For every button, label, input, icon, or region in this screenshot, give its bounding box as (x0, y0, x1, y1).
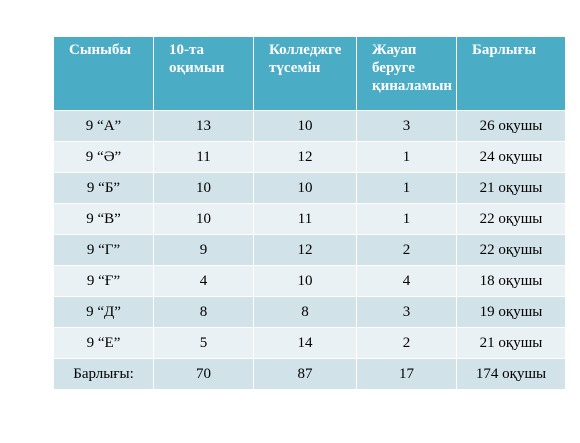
cell-class: 9 “Б” (53, 172, 154, 204)
table-row: 9 “А” 13 10 3 26 оқушы (53, 110, 566, 142)
table-row: 9 “Ғ” 4 10 4 18 оқушы (53, 265, 566, 297)
header-total: Барлығы (456, 36, 566, 111)
cell-college: 10 (253, 265, 357, 297)
cell-class: 9 “В” (53, 203, 154, 235)
cell-continue-10th: 10 (153, 172, 254, 204)
cell-continue-10th: 9 (153, 234, 254, 266)
cell-undecided: 1 (356, 203, 457, 235)
header-college: Колледжге түсемін (253, 36, 357, 111)
cell-total: 21 оқушы (456, 172, 566, 204)
cell-undecided: 1 (356, 141, 457, 173)
cell-undecided: 4 (356, 265, 457, 297)
survey-table: Сыныбы 10-та оқимын Колледжге түсемін Жа… (53, 36, 566, 390)
total-continue-10th: 70 (153, 358, 254, 390)
cell-total: 21 оқушы (456, 327, 566, 359)
cell-continue-10th: 10 (153, 203, 254, 235)
cell-college: 10 (253, 172, 357, 204)
cell-undecided: 1 (356, 172, 457, 204)
header-row: Сыныбы 10-та оқимын Колледжге түсемін Жа… (53, 36, 566, 111)
cell-class: 9 “Г” (53, 234, 154, 266)
cell-class: 9 “Ғ” (53, 265, 154, 297)
cell-college: 10 (253, 110, 357, 142)
cell-total: 24 оқушы (456, 141, 566, 173)
total-row: Барлығы: 70 87 17 174 оқушы (53, 358, 566, 390)
table-row: 9 “Д” 8 8 3 19 оқушы (53, 296, 566, 328)
cell-college: 12 (253, 141, 357, 173)
cell-total: 22 оқушы (456, 203, 566, 235)
total-label: Барлығы: (53, 358, 154, 390)
cell-undecided: 2 (356, 327, 457, 359)
cell-class: 9 “Ә” (53, 141, 154, 173)
table-row: 9 “Е” 5 14 2 21 оқушы (53, 327, 566, 359)
cell-class: 9 “Д” (53, 296, 154, 328)
total-college: 87 (253, 358, 357, 390)
cell-undecided: 2 (356, 234, 457, 266)
cell-total: 19 оқушы (456, 296, 566, 328)
cell-college: 12 (253, 234, 357, 266)
cell-total: 26 оқушы (456, 110, 566, 142)
table-row: 9 “Ә” 11 12 1 24 оқушы (53, 141, 566, 173)
cell-college: 8 (253, 296, 357, 328)
cell-continue-10th: 4 (153, 265, 254, 297)
header-class: Сыныбы (53, 36, 154, 111)
total-undecided: 17 (356, 358, 457, 390)
header-undecided: Жауап беруге қиналамын (356, 36, 457, 111)
cell-class: 9 “А” (53, 110, 154, 142)
cell-undecided: 3 (356, 110, 457, 142)
cell-college: 14 (253, 327, 357, 359)
cell-total: 22 оқушы (456, 234, 566, 266)
cell-continue-10th: 11 (153, 141, 254, 173)
cell-college: 11 (253, 203, 357, 235)
cell-continue-10th: 13 (153, 110, 254, 142)
table-row: 9 “Г” 9 12 2 22 оқушы (53, 234, 566, 266)
cell-undecided: 3 (356, 296, 457, 328)
cell-total: 18 оқушы (456, 265, 566, 297)
table-row: 9 “Б” 10 10 1 21 оқушы (53, 172, 566, 204)
cell-continue-10th: 5 (153, 327, 254, 359)
cell-continue-10th: 8 (153, 296, 254, 328)
header-continue-10th: 10-та оқимын (153, 36, 254, 111)
table-row: 9 “В” 10 11 1 22 оқушы (53, 203, 566, 235)
cell-class: 9 “Е” (53, 327, 154, 359)
total-all: 174 оқушы (456, 358, 566, 390)
